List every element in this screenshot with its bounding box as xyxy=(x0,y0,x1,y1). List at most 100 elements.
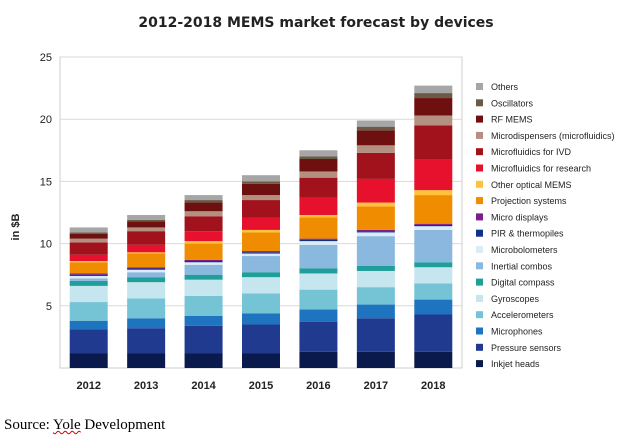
y-axis-label: in $B xyxy=(10,214,22,241)
bar-segment xyxy=(356,232,395,237)
bar-segment xyxy=(414,159,453,191)
bar-segment xyxy=(414,229,453,263)
bar-segment xyxy=(184,315,223,326)
bar-segment xyxy=(127,219,166,222)
legend-label: Micro displays xyxy=(491,212,549,222)
bar-segment xyxy=(299,289,338,310)
bar-stack-2016 xyxy=(299,150,338,368)
bar-segment xyxy=(69,261,108,263)
source-prefix: Source: xyxy=(4,417,54,433)
bar-stack-2017 xyxy=(356,120,395,368)
y-axis-ticks: 5 10 15 20 25 xyxy=(40,52,52,313)
bar-segment xyxy=(299,156,338,160)
x-tick-label: 2012 xyxy=(76,380,100,392)
legend-swatch xyxy=(476,197,483,205)
bar-segment xyxy=(184,241,223,244)
y-tick-label: 10 xyxy=(40,239,52,251)
bar-segment xyxy=(356,270,395,288)
bar-segment xyxy=(414,299,453,315)
bar-segment xyxy=(242,183,280,196)
bar-stack-2015 xyxy=(242,175,280,368)
bar-segment xyxy=(356,206,395,230)
bar-segment xyxy=(184,259,223,262)
bar-segment xyxy=(356,130,395,146)
bar-segment xyxy=(356,202,395,207)
bar-segment xyxy=(242,252,280,254)
bar-segment xyxy=(69,232,108,234)
bar-segment xyxy=(242,253,280,257)
bar-segment xyxy=(69,329,108,354)
bar-segment xyxy=(356,126,395,131)
legend-label: PIR & thermopiles xyxy=(491,229,564,239)
legend-label: Pressure sensors xyxy=(491,343,562,353)
legend-swatch xyxy=(476,246,483,253)
legend-item: Gyroscopes xyxy=(476,294,540,304)
bar-segment xyxy=(127,298,166,319)
bar-segment xyxy=(184,261,223,263)
bar-segment xyxy=(69,278,108,281)
bar-segment xyxy=(184,264,223,275)
bar-segment xyxy=(184,295,223,316)
bar-segment xyxy=(127,267,166,269)
bar-segment xyxy=(299,268,338,274)
bar-segment xyxy=(127,227,166,232)
legend-label: Microbolometers xyxy=(491,245,558,255)
bar-segment xyxy=(414,314,453,352)
y-tick-label: 25 xyxy=(40,52,52,64)
legend-label: Microphones xyxy=(491,327,543,337)
legend-item: Microphones xyxy=(476,327,543,337)
legend-item: Micro displays xyxy=(476,212,549,222)
source-note: Source: Yole Development xyxy=(4,417,165,434)
bar-segment xyxy=(414,115,453,126)
bar-segment xyxy=(69,320,108,330)
legend: Others Oscillators RF MEMS Microdispensers … xyxy=(476,82,615,369)
bar-segment xyxy=(414,85,453,94)
legend-label: Inertial combos xyxy=(491,261,553,271)
bar-segment xyxy=(69,302,108,321)
bar-segment xyxy=(414,262,453,268)
bar-segment xyxy=(356,287,395,305)
legend-label: Digital compass xyxy=(491,278,555,288)
legend-label: Inkjet heads xyxy=(491,359,540,369)
bar-segment xyxy=(414,98,453,116)
bar-segment xyxy=(414,195,453,224)
legend-swatch xyxy=(476,99,483,107)
bar-segment xyxy=(69,274,108,276)
legend-label: Microfluidics for research xyxy=(491,164,591,174)
x-tick-label: 2015 xyxy=(249,380,273,392)
bar-segment xyxy=(242,200,280,218)
bar-segment xyxy=(242,195,280,201)
bar-segment xyxy=(127,328,166,354)
bar-segment xyxy=(242,272,280,278)
legend-label: Accelerometers xyxy=(491,310,554,320)
bar-segment xyxy=(414,224,453,227)
bar-segment xyxy=(69,242,108,255)
bar-segment xyxy=(299,159,338,172)
bar-segment xyxy=(184,274,223,280)
bar-segment xyxy=(242,217,280,230)
bar-segment xyxy=(127,244,166,253)
source-suffix: Development xyxy=(80,417,166,433)
bar-segment xyxy=(184,211,223,217)
bar-segment xyxy=(242,353,280,368)
bar-segment xyxy=(69,227,108,233)
bar-segment xyxy=(299,214,338,218)
bar-segment xyxy=(69,275,108,279)
bar-segment xyxy=(299,217,338,239)
legend-label: Other optical MEMS xyxy=(491,180,572,190)
x-tick-label: 2013 xyxy=(134,380,158,392)
bar-segment xyxy=(69,353,108,368)
legend-item: Inkjet heads xyxy=(476,359,540,369)
bar-segment xyxy=(299,241,338,245)
legend-item: Projection systems xyxy=(476,196,567,206)
bar-segment xyxy=(242,232,280,252)
bar-segment xyxy=(184,216,223,232)
bar-segment xyxy=(242,181,280,184)
bar-segment xyxy=(356,120,395,127)
bar-segment xyxy=(414,93,453,99)
bar-segment xyxy=(356,229,395,232)
bar-segment xyxy=(127,252,166,254)
legend-item: Microdispensers (microfluidics) xyxy=(476,131,615,141)
legend-item: Microbolometers xyxy=(476,245,558,255)
chart-title: 2012-2018 MEMS market forecast by device… xyxy=(138,15,493,31)
